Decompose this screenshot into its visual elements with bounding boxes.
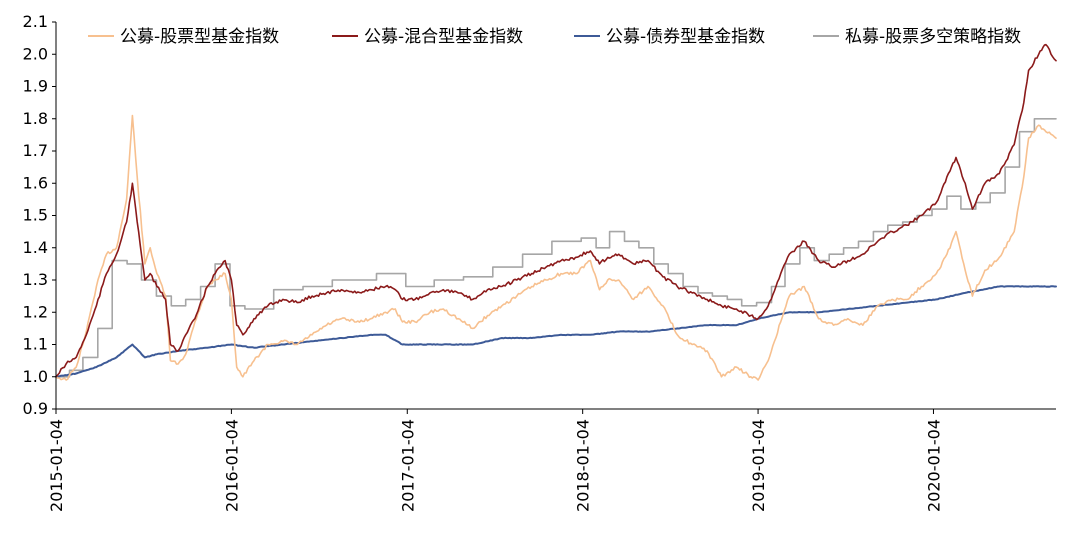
y-tick-label: 1.5 [23,206,48,225]
y-tick-label: 2.0 [23,44,48,63]
y-tick-label: 1.0 [23,367,48,386]
y-tick-label: 1.6 [23,173,48,192]
y-tick-label: 1.8 [23,109,48,128]
series-line-3 [55,285,1057,378]
x-tick-label: 2019-01-04 [749,419,768,512]
legend-label: 公募-混合型基金指数 [364,27,523,47]
x-tick-label: 2015-01-04 [47,419,66,512]
y-tick-label: 1.1 [23,335,48,354]
legend-label: 公募-债券型基金指数 [606,27,765,47]
series-line-2 [55,43,1057,378]
y-tick-label: 2.1 [23,12,48,31]
series-line-1 [55,114,1057,381]
x-tick-label: 2016-01-04 [222,419,241,512]
y-tick-label: 0.9 [23,399,48,418]
legend: 公募-股票型基金指数 公募-混合型基金指数 公募-债券型基金指数 私募-股票多空策略指… [88,27,1021,47]
x-tick-label: 2020-01-04 [924,419,943,512]
x-ticks: 2015-01-04 2016-01-04 2017-01-04 2018-01-04… [47,409,943,512]
x-tick-label: 2017-01-04 [398,419,417,512]
series-layer [55,43,1057,381]
axes [55,22,1056,410]
series-line-4 [55,118,1057,378]
y-tick-label: 1.3 [23,270,48,289]
x-tick-label: 2018-01-04 [574,419,593,512]
y-tick-label: 1.2 [23,302,48,321]
y-ticks: 0.9 1.0 1.1 1.2 1.3 1.4 1.5 1.6 1.7 1.8 1.9 2.0 2.1 [23,12,56,418]
y-tick-label: 1.9 [23,77,48,96]
y-tick-label: 1.4 [23,238,48,257]
legend-label: 私募-股票多空策略指数 [845,27,1021,47]
y-tick-label: 1.7 [23,141,48,160]
legend-label: 公募-股票型基金指数 [120,27,279,47]
